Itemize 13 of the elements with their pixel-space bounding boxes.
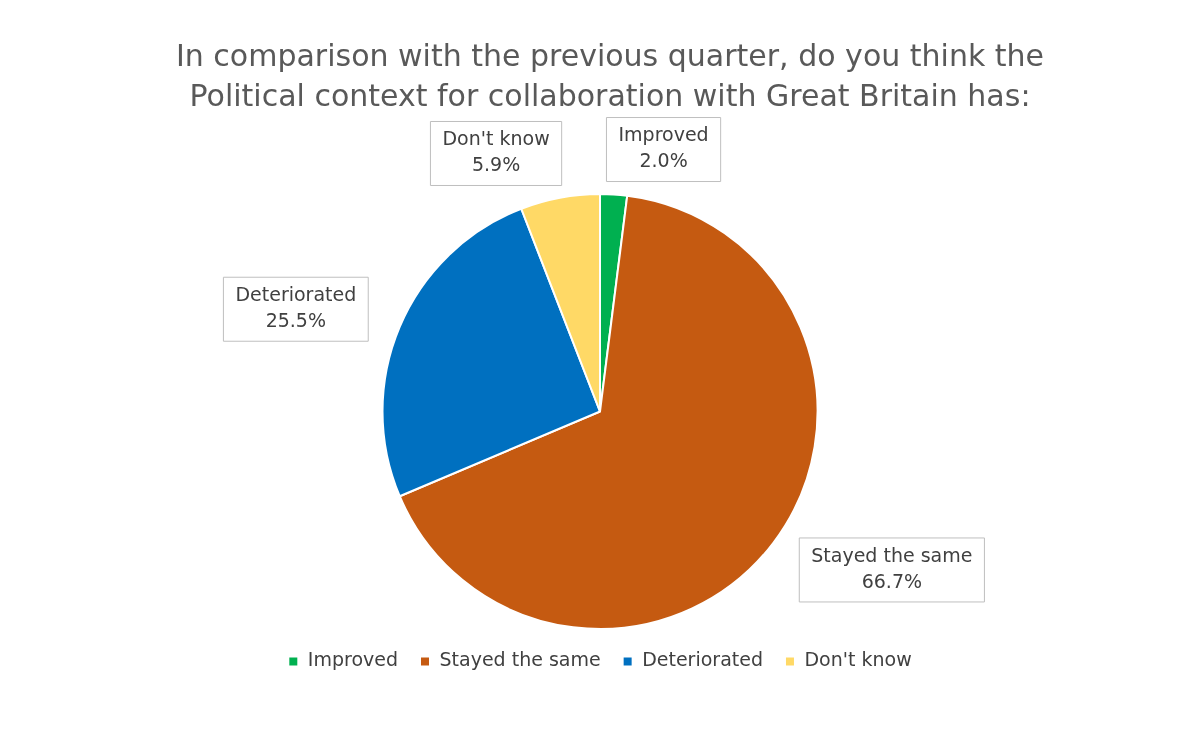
slice-label: Don't know bbox=[442, 127, 550, 150]
data-label: 2.0% bbox=[639, 149, 688, 172]
data-label: 25.5% bbox=[265, 309, 326, 332]
legend-label: Improved bbox=[307, 648, 398, 671]
legend-label: Don't know bbox=[804, 648, 912, 671]
slice-label: Stayed the same bbox=[811, 543, 973, 566]
legend-label: Deteriorated bbox=[642, 648, 763, 671]
chart-title: In comparison with the previous quarter, do you think the Political context for collaboration with Great Britain has: bbox=[174, 37, 1046, 115]
legend-label: Stayed the same bbox=[439, 648, 601, 671]
slice-label: Deteriorated bbox=[235, 283, 357, 306]
slice-label: Improved bbox=[618, 123, 709, 146]
data-label: 66.7% bbox=[861, 569, 923, 592]
data-label: 5.9% bbox=[471, 153, 521, 176]
